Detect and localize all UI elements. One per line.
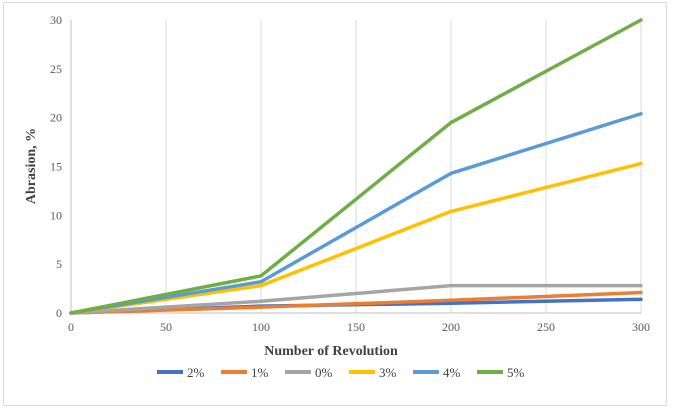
y-tick-label: 5 (56, 257, 62, 271)
x-tick-label: 50 (160, 320, 172, 334)
chart-frame (3, 2, 667, 406)
x-tick-label: 100 (252, 320, 270, 334)
legend: 2% 1% 0% 3% 4% 5% (157, 365, 525, 380)
y-tick-label: 15 (50, 160, 62, 174)
x-tick-label: 150 (347, 320, 365, 334)
series-line (69, 161, 643, 315)
y-tick-label: 30 (50, 13, 62, 27)
y-tick-label: 10 (50, 208, 62, 222)
gridlines (165, 20, 642, 313)
legend-label: 0% (315, 365, 333, 380)
axes (70, 20, 641, 314)
y-tick-label: 25 (50, 62, 62, 76)
y-tick-label: 0 (56, 306, 62, 320)
x-tick-label: 250 (537, 320, 555, 334)
x-tick-label: 0 (68, 320, 74, 334)
series-lines (69, 18, 643, 315)
legend-label: 4% (443, 365, 461, 380)
y-tick-label: 20 (50, 111, 62, 125)
series-line (69, 112, 643, 315)
legend-label: 3% (379, 365, 397, 380)
series-line (69, 283, 643, 315)
series-line (69, 18, 643, 315)
series-line (69, 290, 643, 315)
legend-label: 5% (507, 365, 525, 380)
x-axis-title: Number of Revolution (264, 344, 398, 359)
x-tick-label: 200 (442, 320, 460, 334)
legend-label: 2% (187, 365, 205, 380)
legend-label: 1% (251, 365, 269, 380)
tick-labels: 0 50 100 150 200 250 300 0 5 10 15 20 25 30 (50, 13, 650, 334)
x-tick-label: 300 (632, 320, 650, 334)
y-axis-title: Abrasion, % (24, 128, 39, 204)
